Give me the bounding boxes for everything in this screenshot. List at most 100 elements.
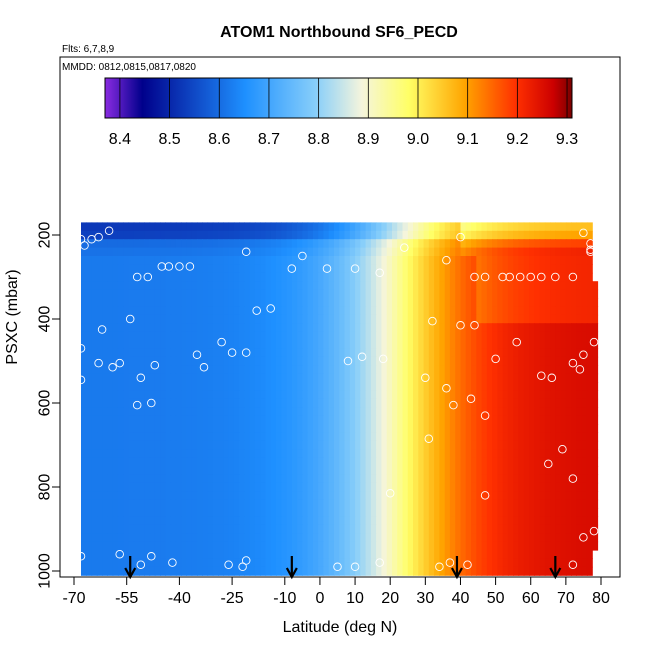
heatmap-cell: [202, 508, 209, 517]
heatmap-cell: [344, 281, 351, 291]
heatmap-cell: [392, 524, 398, 534]
heatmap-cell: [312, 264, 319, 274]
heatmap-cell: [565, 348, 572, 358]
heatmap-cell: [91, 457, 98, 467]
heatmap-cell: [418, 340, 425, 349]
heatmap-cell: [529, 524, 535, 534]
heatmap-cell: [154, 340, 161, 349]
heatmap-cell: [381, 272, 388, 282]
heatmap-cell: [476, 365, 483, 375]
heatmap-cell: [502, 466, 509, 475]
heatmap-cell: [149, 348, 156, 358]
heatmap-cell: [117, 289, 124, 299]
heatmap-cell: [128, 457, 135, 467]
heatmap-cell: [497, 340, 504, 349]
heatmap-cell: [91, 407, 98, 417]
heatmap-cell: [112, 474, 119, 484]
heatmap-cell: [239, 298, 245, 307]
heatmap-cell: [223, 550, 230, 559]
heatmap-cell: [471, 491, 477, 501]
heatmap-cell: [355, 323, 361, 333]
heatmap-cell: [518, 348, 525, 358]
heatmap-cell: [291, 432, 298, 442]
heatmap-cell: [428, 314, 435, 324]
heatmap-cell: [212, 390, 219, 400]
heatmap-cell: [460, 222, 467, 232]
heatmap-cell: [254, 415, 261, 425]
heatmap-cell: [191, 424, 198, 433]
heatmap-cell: [249, 331, 256, 341]
heatmap-cell: [397, 440, 404, 450]
heatmap-cell: [492, 550, 498, 559]
heatmap-cell: [423, 566, 430, 576]
heatmap-cell: [133, 449, 140, 459]
heatmap-cell: [286, 541, 293, 551]
heatmap-cell: [334, 524, 340, 534]
heatmap-cell: [154, 314, 161, 324]
heatmap-cell: [492, 533, 498, 543]
heatmap-cell: [423, 256, 430, 265]
heatmap-cell: [576, 272, 583, 282]
heatmap-cell: [376, 558, 382, 568]
heatmap-cell: [223, 306, 230, 316]
heatmap-cell: [465, 424, 472, 433]
heatmap-cell: [497, 247, 504, 257]
heatmap-cell: [465, 340, 472, 349]
heatmap-cell: [539, 222, 546, 232]
heatmap-cell: [339, 382, 346, 391]
heatmap-cell: [392, 382, 398, 391]
heatmap-cell: [218, 482, 224, 492]
heatmap-cell: [402, 331, 409, 341]
heatmap-cell: [144, 499, 151, 509]
heatmap-cell: [328, 424, 335, 433]
heatmap-cell: [481, 298, 488, 307]
heatmap-cell: [254, 550, 261, 559]
heatmap-cell: [302, 398, 309, 408]
heatmap-cell: [402, 550, 409, 559]
heatmap-cell: [270, 524, 277, 534]
heatmap-cell: [392, 499, 398, 509]
heatmap-cell: [423, 373, 430, 383]
heatmap-cell: [165, 566, 172, 576]
heatmap-cell: [154, 373, 161, 383]
heatmap-cell: [96, 558, 103, 568]
heatmap-cell: [117, 340, 124, 349]
heatmap-cell: [323, 306, 330, 316]
heatmap-cell: [102, 474, 108, 484]
heatmap-cell: [307, 289, 314, 299]
heatmap-cell: [139, 365, 145, 375]
heatmap-cell: [407, 356, 414, 366]
heatmap-cell: [160, 314, 166, 324]
heatmap-cell: [492, 356, 498, 366]
heatmap-cell: [102, 407, 108, 417]
heatmap-cell: [365, 306, 372, 316]
heatmap-cell: [386, 373, 393, 383]
heatmap-cell: [471, 566, 477, 576]
heatmap-cell: [128, 230, 135, 240]
heatmap-cell: [307, 457, 314, 467]
heatmap-cell: [218, 508, 224, 517]
heatmap-cell: [91, 491, 98, 501]
heatmap-cell: [407, 272, 414, 282]
heatmap-cell: [423, 407, 430, 417]
heatmap-cell: [560, 230, 567, 240]
heatmap-cell: [286, 407, 293, 417]
heatmap-cell: [571, 289, 577, 299]
sample-point: [80, 241, 89, 250]
heatmap-cell: [344, 432, 351, 442]
heatmap-cell: [212, 566, 219, 576]
heatmap-cell: [407, 306, 414, 316]
heatmap-cell: [507, 449, 514, 459]
heatmap-cell: [191, 247, 198, 257]
heatmap-cell: [218, 449, 224, 459]
heatmap-cell: [334, 256, 340, 265]
heatmap-cell: [592, 533, 599, 543]
heatmap-cell: [518, 398, 525, 408]
heatmap-cell: [160, 281, 166, 291]
heatmap-cell: [539, 356, 546, 366]
heatmap-cell: [170, 264, 177, 274]
heatmap-cell: [186, 247, 193, 257]
sample-point: [76, 552, 86, 561]
heatmap-cell: [360, 272, 367, 282]
heatmap-cell: [149, 516, 156, 526]
